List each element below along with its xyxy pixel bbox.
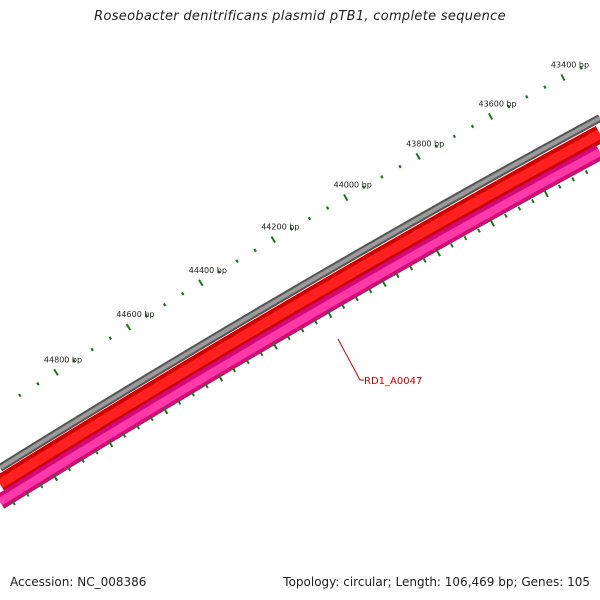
- inner-tick: [300, 328, 305, 333]
- inner-tick: [25, 492, 30, 498]
- inner-tick: [136, 425, 141, 430]
- inner-tick: [272, 342, 278, 350]
- inner-tick: [162, 407, 169, 415]
- minor-tick: [398, 164, 402, 169]
- major-tick: [488, 112, 494, 121]
- tick-label: 43600 bp: [478, 99, 516, 108]
- inner-tick: [286, 335, 291, 341]
- map-title: Roseobacter denitrificans plasmid pTB1, …: [94, 9, 506, 24]
- minor-tick: [36, 381, 40, 386]
- inner-tick: [557, 184, 562, 189]
- major-tick: [560, 73, 566, 82]
- inner-tick: [67, 467, 72, 472]
- inner-tick: [463, 235, 468, 241]
- inner-tick: [94, 450, 99, 455]
- accession-text: Accession: NC_008386: [10, 575, 147, 589]
- gene-callout[interactable]: RD1_A0047: [337, 338, 422, 387]
- inner-tick: [39, 484, 44, 489]
- minor-tick: [144, 314, 149, 318]
- inner-tick: [11, 501, 16, 506]
- inner-tick: [217, 374, 224, 382]
- inner-tick: [245, 359, 250, 365]
- inner-tick: [122, 433, 127, 438]
- inner-tick: [504, 213, 508, 219]
- inner-tick: [149, 416, 154, 422]
- minor-tick: [72, 359, 76, 363]
- minor-tick: [253, 248, 257, 253]
- inner-tick: [543, 190, 549, 198]
- reverse-gene-track[interactable]: [0, 152, 600, 502]
- tick-label: 44800 bp: [44, 355, 82, 364]
- tick-label: 44600 bp: [116, 310, 154, 319]
- inner-tick: [584, 169, 589, 175]
- inner-tick: [489, 219, 495, 227]
- inner-tick: [314, 320, 318, 325]
- minor-tick: [90, 347, 94, 352]
- forward-gene-track[interactable]: [0, 134, 600, 484]
- inner-tick: [232, 367, 237, 373]
- inner-tick: [177, 400, 182, 405]
- minor-tick: [307, 216, 312, 221]
- minor-tick: [162, 302, 167, 307]
- major-tick: [415, 152, 421, 161]
- tick-label: 44200 bp: [261, 223, 299, 232]
- gene-label-rd1-a0047[interactable]: RD1_A0047: [364, 376, 422, 387]
- major-tick: [198, 279, 204, 287]
- tick-label: 44400 bp: [189, 266, 227, 275]
- sequence-summary: Topology: circular; Length: 106,469 bp; …: [283, 575, 590, 589]
- tick-label: 43400 bp: [551, 61, 589, 70]
- major-tick: [270, 236, 276, 244]
- inner-tick: [435, 249, 441, 257]
- major-tick: [125, 323, 132, 331]
- minor-tick: [18, 393, 22, 398]
- inner-tick: [422, 258, 427, 263]
- minor-tick: [235, 259, 239, 263]
- major-tick: [343, 194, 349, 202]
- minor-tick: [108, 336, 113, 341]
- gene-callout-line: [337, 338, 364, 381]
- minor-tick: [525, 95, 529, 99]
- inner-tick: [52, 474, 59, 482]
- minor-tick: [506, 104, 511, 109]
- inner-tick: [381, 280, 387, 288]
- inner-tick: [477, 228, 481, 233]
- inner-tick: [204, 384, 209, 389]
- minor-tick: [543, 85, 547, 89]
- inner-tick: [395, 273, 400, 279]
- inner-tick: [450, 243, 454, 248]
- inner-tick: [327, 311, 333, 319]
- minor-tick: [470, 124, 475, 129]
- minor-tick: [452, 134, 457, 139]
- tick-label: 43800 bp: [406, 139, 444, 148]
- outer-tick-ring: 43400 bp 43600 bp 43800 bp 44000 bp 44200 bp…: [18, 61, 589, 398]
- inner-tick-ring: [11, 169, 589, 506]
- inner-tick: [368, 289, 373, 294]
- inner-tick: [517, 206, 522, 211]
- inner-tick: [81, 458, 85, 464]
- inner-tick: [571, 177, 575, 182]
- inner-tick: [259, 351, 264, 357]
- inner-tick: [409, 266, 414, 271]
- inner-tick: [341, 304, 346, 309]
- inner-tick: [530, 198, 535, 204]
- minor-tick: [362, 185, 366, 190]
- inner-tick: [191, 392, 195, 397]
- minor-tick: [325, 206, 330, 210]
- inner-tick: [107, 440, 114, 448]
- inner-tick: [355, 296, 359, 302]
- minor-tick: [434, 144, 438, 149]
- minor-tick: [289, 227, 294, 231]
- minor-tick: [181, 291, 185, 296]
- minor-tick: [380, 175, 384, 179]
- tick-label: 44000 bp: [334, 181, 372, 190]
- minor-tick: [217, 270, 221, 274]
- minor-tick: [579, 66, 583, 70]
- major-tick: [53, 368, 59, 376]
